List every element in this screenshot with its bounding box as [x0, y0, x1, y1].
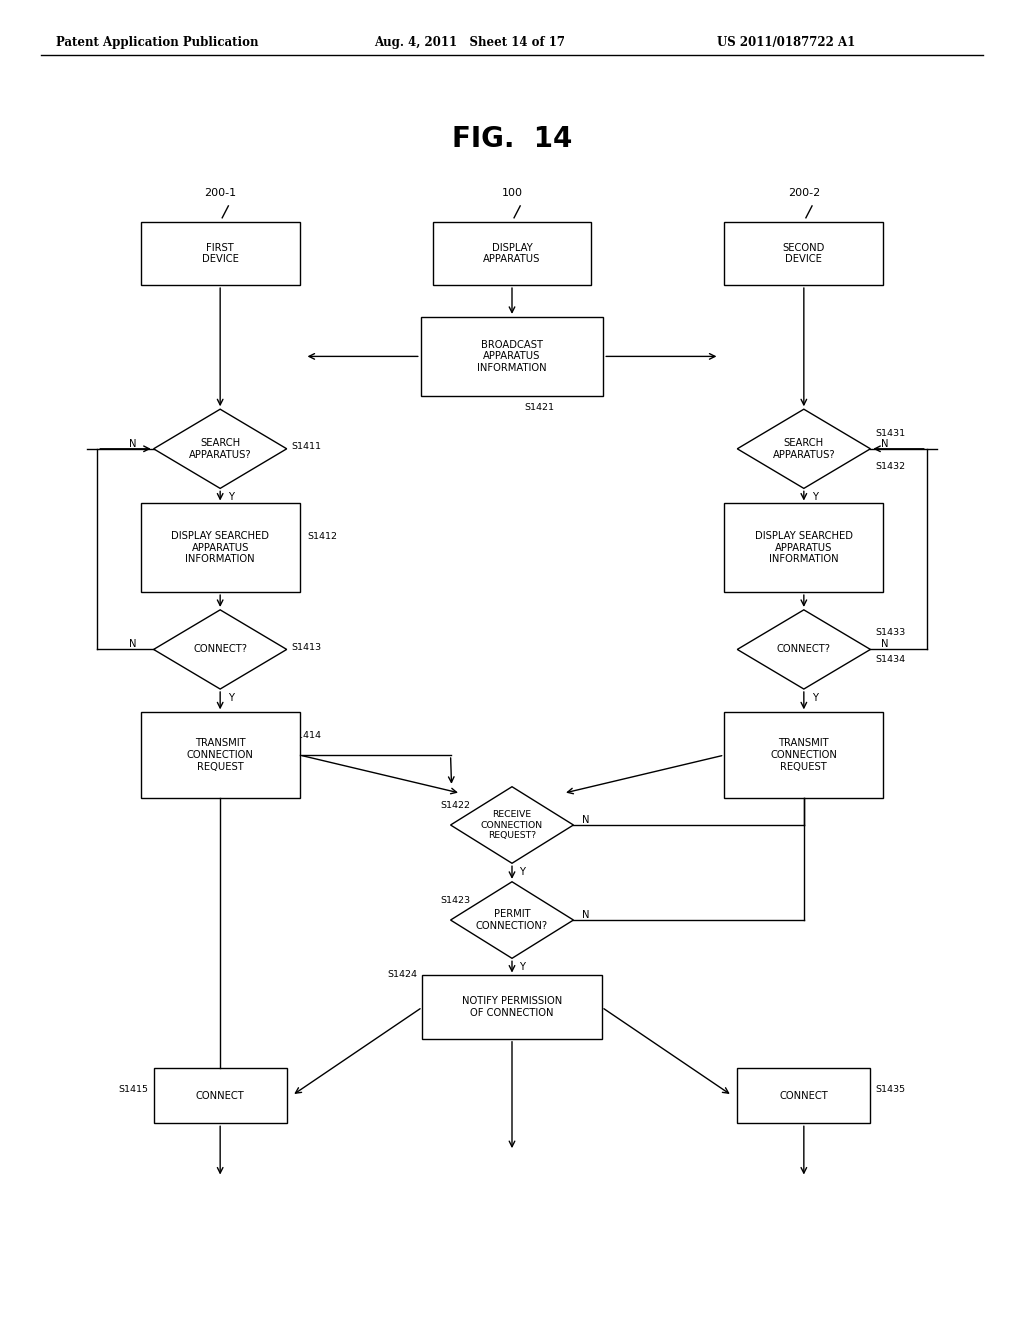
Text: S1434: S1434	[876, 655, 905, 664]
Text: Aug. 4, 2011   Sheet 14 of 17: Aug. 4, 2011 Sheet 14 of 17	[374, 36, 565, 49]
FancyBboxPatch shape	[141, 503, 299, 593]
Text: SEARCH
APPARATUS?: SEARCH APPARATUS?	[188, 438, 252, 459]
Text: Y: Y	[228, 693, 234, 704]
FancyBboxPatch shape	[725, 503, 883, 593]
Text: DISPLAY
APPARATUS: DISPLAY APPARATUS	[483, 243, 541, 264]
Text: S1415: S1415	[119, 1085, 148, 1094]
FancyBboxPatch shape	[737, 1068, 870, 1123]
Text: PERMIT
CONNECTION?: PERMIT CONNECTION?	[476, 909, 548, 931]
Text: DISPLAY SEARCHED
APPARATUS
INFORMATION: DISPLAY SEARCHED APPARATUS INFORMATION	[755, 531, 853, 565]
Text: S1411: S1411	[292, 442, 322, 451]
Text: Y: Y	[519, 962, 525, 973]
Text: S1433: S1433	[876, 628, 906, 638]
Text: Y: Y	[519, 867, 525, 878]
Text: N: N	[582, 909, 589, 920]
Text: S1432: S1432	[876, 462, 905, 471]
FancyBboxPatch shape	[422, 975, 601, 1039]
FancyBboxPatch shape	[725, 713, 883, 797]
Text: 200-2: 200-2	[787, 187, 820, 198]
Polygon shape	[154, 409, 287, 488]
Text: FIRST
DEVICE: FIRST DEVICE	[202, 243, 239, 264]
Text: DISPLAY SEARCHED
APPARATUS
INFORMATION: DISPLAY SEARCHED APPARATUS INFORMATION	[171, 531, 269, 565]
FancyBboxPatch shape	[432, 222, 592, 285]
Text: S1424: S1424	[387, 970, 418, 979]
Text: S1421: S1421	[524, 403, 554, 412]
Text: N: N	[881, 438, 888, 449]
FancyBboxPatch shape	[154, 1068, 287, 1123]
Text: RECEIVE
CONNECTION
REQUEST?: RECEIVE CONNECTION REQUEST?	[481, 810, 543, 840]
Text: NOTIFY PERMISSION
OF CONNECTION: NOTIFY PERMISSION OF CONNECTION	[462, 997, 562, 1018]
Text: N: N	[582, 814, 589, 825]
Text: CONNECT?: CONNECT?	[777, 644, 830, 655]
FancyBboxPatch shape	[141, 222, 299, 285]
Text: Y: Y	[228, 492, 234, 503]
Text: Y: Y	[812, 492, 818, 503]
Text: S1435: S1435	[876, 1085, 905, 1094]
FancyBboxPatch shape	[141, 713, 299, 797]
Polygon shape	[451, 787, 573, 863]
Text: SEARCH
APPARATUS?: SEARCH APPARATUS?	[772, 438, 836, 459]
Text: S1413: S1413	[292, 643, 322, 652]
Polygon shape	[154, 610, 287, 689]
Polygon shape	[737, 409, 870, 488]
Text: S1422: S1422	[440, 801, 470, 810]
Text: SECOND
DEVICE: SECOND DEVICE	[782, 243, 825, 264]
Text: S1423: S1423	[440, 896, 470, 906]
Text: S1414: S1414	[292, 731, 322, 741]
Text: BROADCAST
APPARATUS
INFORMATION: BROADCAST APPARATUS INFORMATION	[477, 339, 547, 374]
Text: N: N	[129, 639, 137, 649]
Text: S1431: S1431	[876, 429, 905, 438]
Text: FIG.  14: FIG. 14	[452, 125, 572, 153]
Text: CONNECT: CONNECT	[196, 1090, 245, 1101]
Text: Patent Application Publication: Patent Application Publication	[56, 36, 259, 49]
Polygon shape	[737, 610, 870, 689]
Text: N: N	[129, 438, 137, 449]
Text: CONNECT: CONNECT	[779, 1090, 828, 1101]
Text: Y: Y	[812, 693, 818, 704]
Text: N: N	[881, 639, 888, 649]
Text: 100: 100	[502, 187, 522, 198]
Polygon shape	[451, 882, 573, 958]
FancyBboxPatch shape	[725, 222, 883, 285]
Text: CONNECT?: CONNECT?	[194, 644, 247, 655]
FancyBboxPatch shape	[421, 317, 603, 396]
Text: US 2011/0187722 A1: US 2011/0187722 A1	[717, 36, 855, 49]
Text: 200-1: 200-1	[204, 187, 237, 198]
Text: TRANSMIT
CONNECTION
REQUEST: TRANSMIT CONNECTION REQUEST	[770, 738, 838, 772]
Text: TRANSMIT
CONNECTION
REQUEST: TRANSMIT CONNECTION REQUEST	[186, 738, 254, 772]
Text: S1412: S1412	[307, 532, 338, 541]
